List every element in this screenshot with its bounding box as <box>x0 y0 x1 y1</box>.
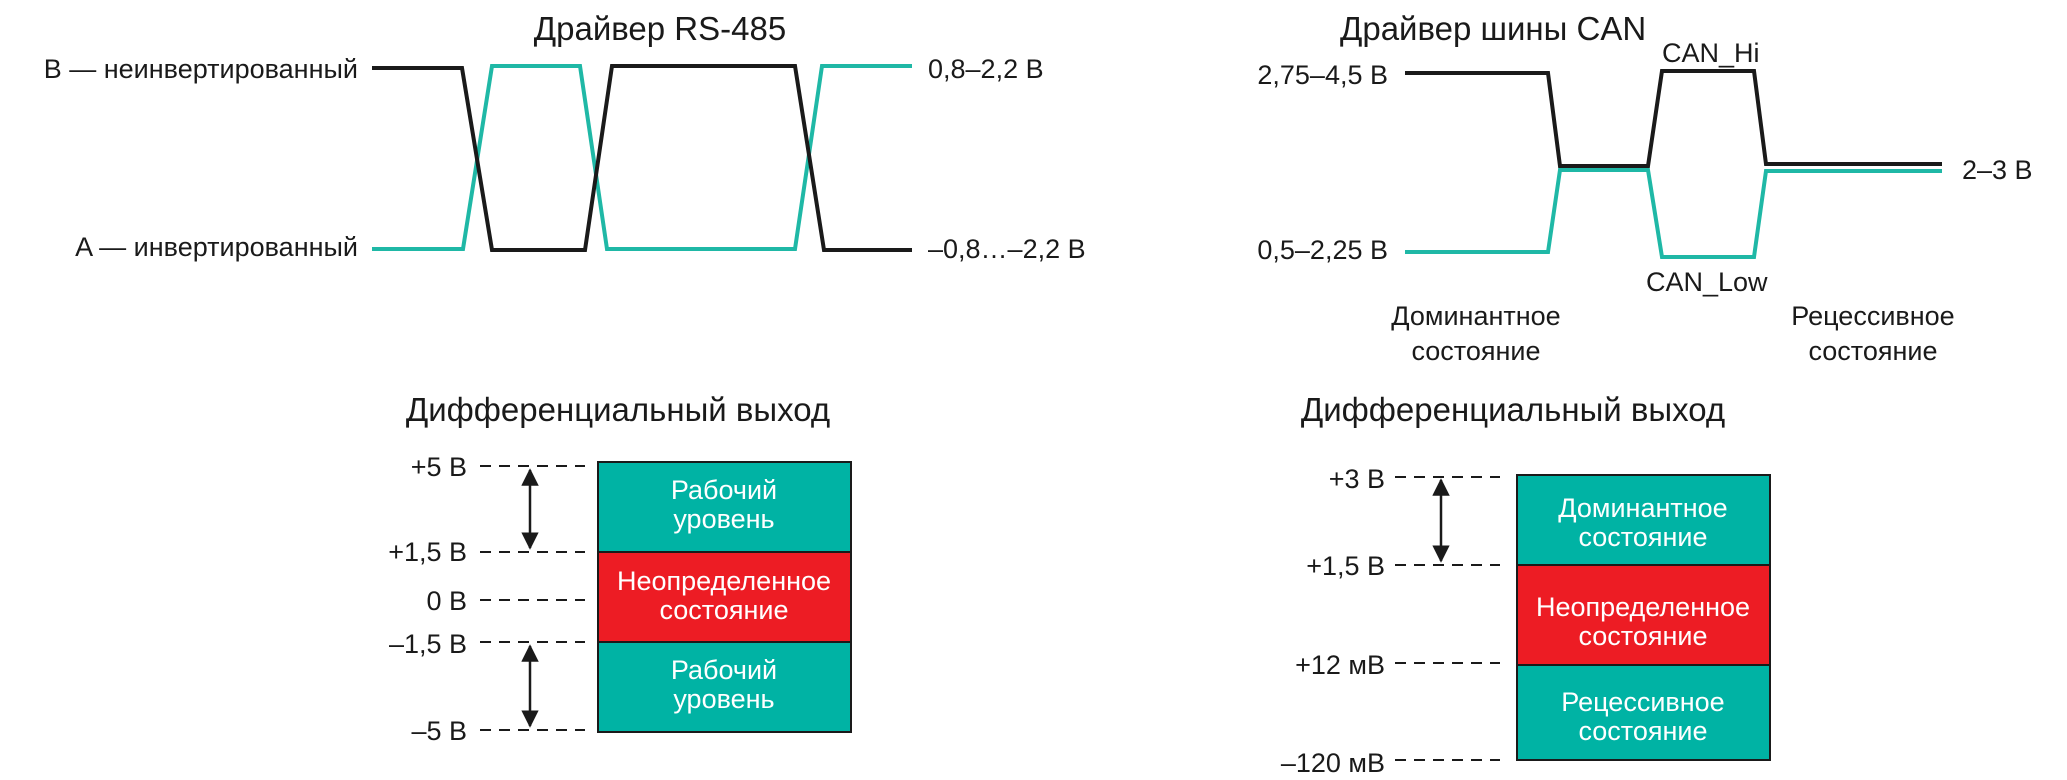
rs485-box-top <box>597 461 852 553</box>
rs485-line-b-label: B — неинвертированный <box>44 54 358 84</box>
can-level-plus1-5: +1,5 В <box>1306 551 1385 581</box>
rs485-high-level: 0,8–2,2 В <box>928 54 1044 84</box>
rs485-level-minus5: –5 В <box>411 716 467 746</box>
rs485-title: Драйвер RS-485 <box>534 10 786 47</box>
can-low-label: CAN_Low <box>1646 267 1768 297</box>
rs485-level-zero: 0 В <box>426 586 467 616</box>
rs485-diff-panel: Дифференциальный выход Рабочий уровень Н… <box>388 391 852 746</box>
rs485-box-top-line1: Рабочий <box>671 475 777 505</box>
can-dashed-guides <box>1395 476 1500 761</box>
rs485-box-bottom-line2: уровень <box>673 684 774 714</box>
can-box-top-line1: Доминантное <box>1558 493 1727 523</box>
can-diff-title: Дифференциальный выход <box>1301 391 1725 428</box>
rs485-line-b-waveform <box>372 64 912 252</box>
can-hi-waveform <box>1405 69 1942 168</box>
rs485-box-middle-line2: состояние <box>659 595 788 625</box>
can-title: Драйвер шины CAN <box>1340 10 1646 47</box>
dominant-state-label-line2: состояние <box>1411 336 1540 366</box>
can-box-top <box>1516 474 1771 566</box>
rs485-dashed-guides <box>480 465 585 731</box>
can-low-waveform <box>1405 168 1942 259</box>
rs485-box-top-line2: уровень <box>673 504 774 534</box>
rs485-box-bottom-line1: Рабочий <box>671 655 777 685</box>
can-box-middle-line2: состояние <box>1578 621 1707 651</box>
rs485-box-middle <box>597 551 852 643</box>
can-box-bottom-line2: состояние <box>1578 716 1707 746</box>
rs485-level-plus5: +5 В <box>411 452 467 482</box>
rs485-diff-title: Дифференциальный выход <box>406 391 830 428</box>
dominant-state-label-line1: Доминантное <box>1391 301 1560 331</box>
can-box-middle-line1: Неопределенное <box>1536 592 1750 622</box>
can-box-top-line2: состояние <box>1578 522 1707 552</box>
rs485-line-a-waveform <box>372 64 912 251</box>
rs485-box-bottom <box>597 641 852 733</box>
can-diff-panel: Дифференциальный выход Доминантное состо… <box>1281 391 1771 778</box>
can-level-minus120mv: –120 мВ <box>1281 748 1385 778</box>
can-box-bottom <box>1516 664 1771 761</box>
can-low-level: 0,5–2,25 В <box>1257 235 1388 265</box>
recessive-state-label-line2: состояние <box>1808 336 1937 366</box>
can-box-middle <box>1516 564 1771 666</box>
rs485-driver-panel: Драйвер RS-485 B — неинвертированный A —… <box>44 10 1086 264</box>
rs485-low-level: –0,8…–2,2 В <box>928 234 1086 264</box>
rs485-level-plus1-5: +1,5 В <box>388 537 467 567</box>
can-box-bottom-line1: Рецессивное <box>1561 687 1724 717</box>
rs485-level-minus1-5: –1,5 В <box>389 629 467 659</box>
rs485-box-middle-line1: Неопределенное <box>617 566 831 596</box>
can-hi-label: CAN_Hi <box>1662 38 1760 68</box>
can-recessive-level: 2–3 В <box>1962 155 2033 185</box>
rs485-line-a-label: A — инвертированный <box>75 232 358 262</box>
can-driver-panel: Драйвер шины CAN 2,75–4,5 В 0,5–2,25 В 2… <box>1257 10 2032 366</box>
can-level-plus12mv: +12 мВ <box>1295 650 1385 680</box>
recessive-state-label-line1: Рецессивное <box>1791 301 1954 331</box>
can-level-plus3: +3 В <box>1329 464 1385 494</box>
can-high-level: 2,75–4,5 В <box>1257 60 1388 90</box>
